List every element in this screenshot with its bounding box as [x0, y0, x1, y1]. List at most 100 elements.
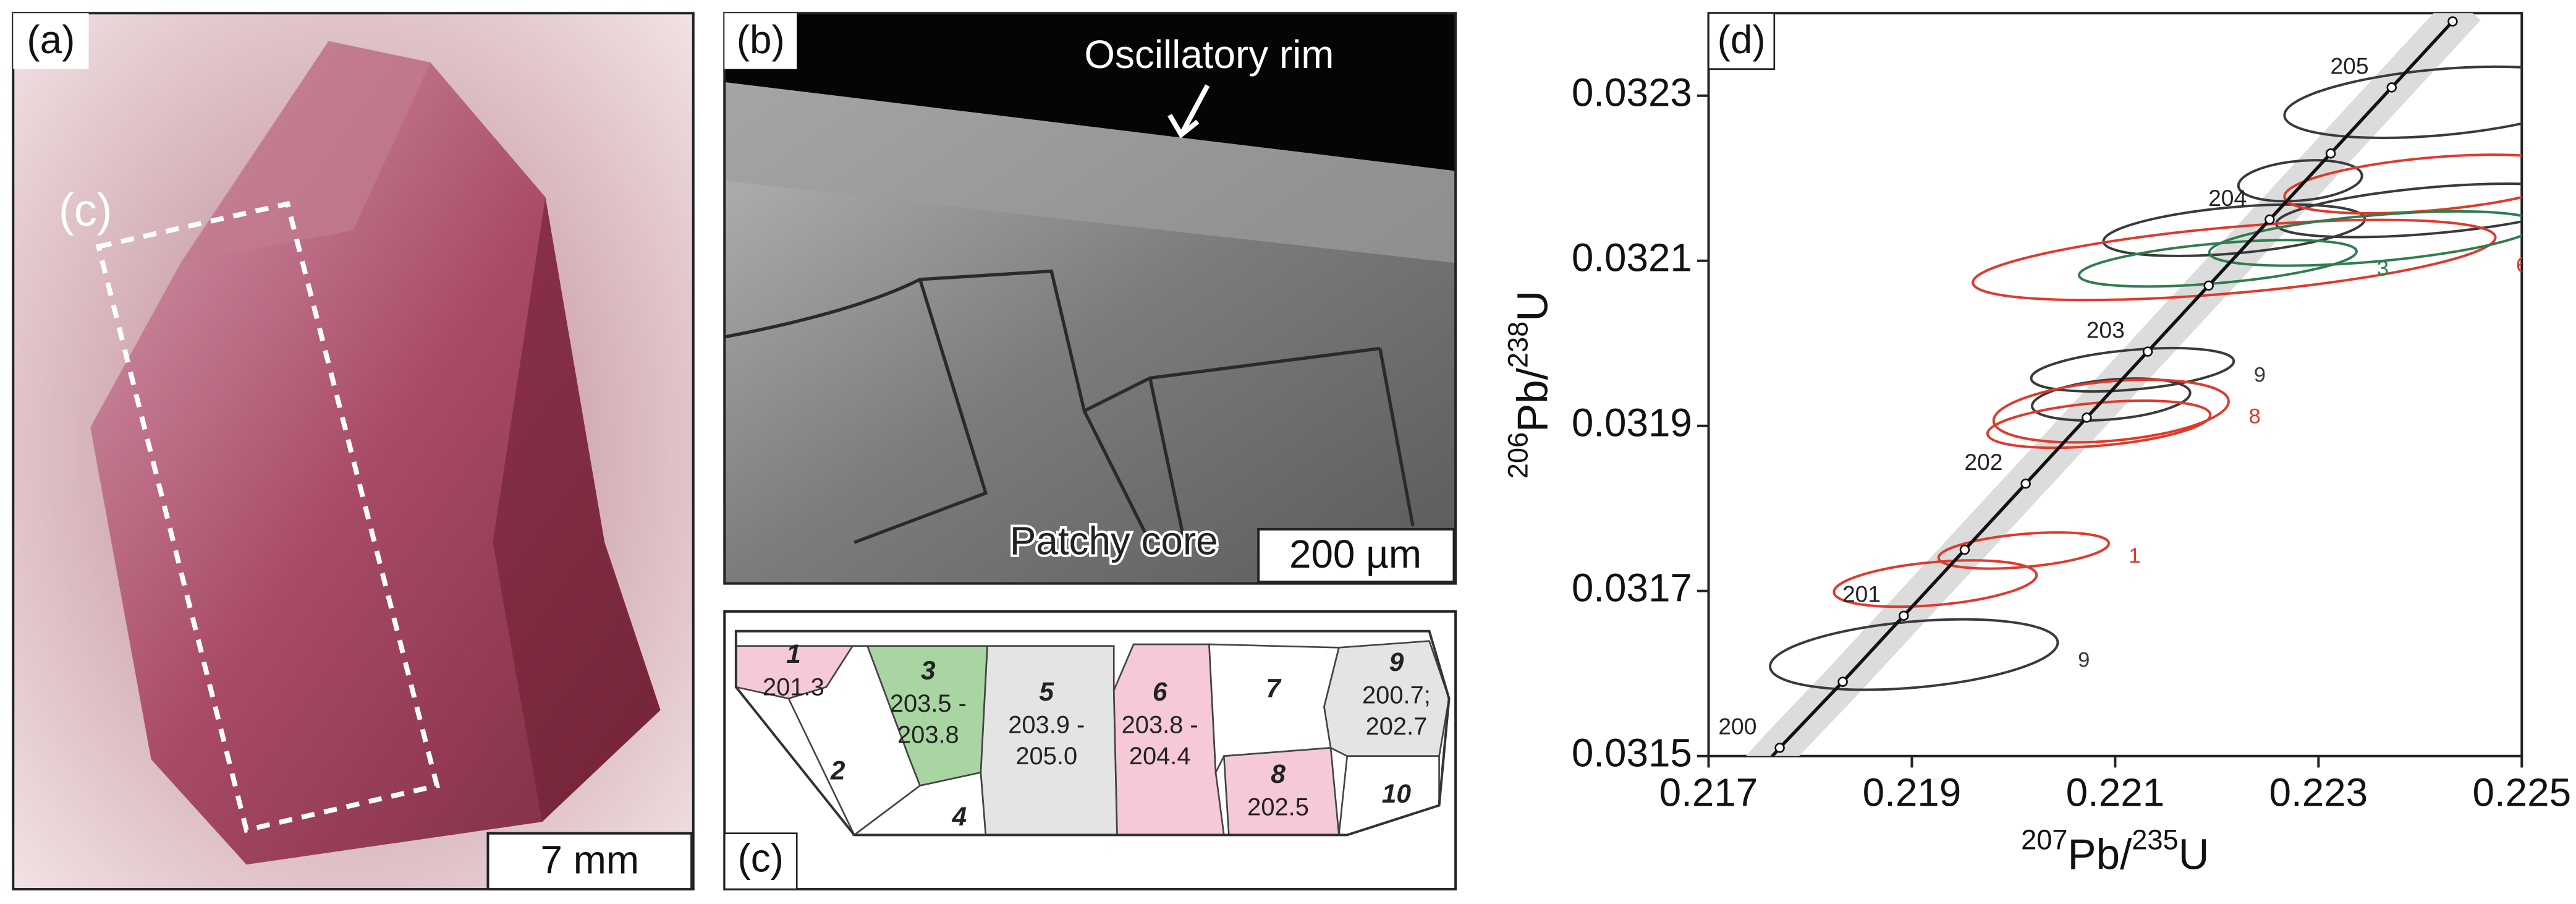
domain-id: 3 — [921, 655, 936, 685]
error-ellipse — [2237, 159, 2363, 203]
y-tick-label: 0.0321 — [1572, 236, 1692, 280]
crystal-facet — [493, 197, 661, 822]
axis-label-part: U — [1509, 291, 1557, 322]
domain — [1112, 643, 1225, 836]
domain — [980, 645, 1118, 836]
error-ellipse — [2283, 153, 2522, 215]
analysis-label: 9 — [2078, 648, 2090, 672]
age-label: 201 — [1842, 581, 1881, 607]
y-tick-label: 0.0317 — [1572, 566, 1692, 610]
error-ellipse — [2078, 239, 2358, 288]
domain-id: 5 — [1039, 677, 1054, 707]
y-tick-label: 0.0319 — [1572, 401, 1692, 445]
domain-age: 203.5 - — [890, 690, 967, 717]
x-tick-label: 0.223 — [2269, 770, 2368, 814]
age-marker — [1774, 743, 1785, 753]
domain-age: 203.9 - — [1008, 711, 1085, 738]
domain-id: 4 — [952, 802, 967, 832]
scale-bar-label: 200 µm — [1289, 532, 1421, 576]
scale-bar-label: 7 mm — [541, 837, 639, 882]
domain-age: 202.5 — [1247, 793, 1309, 821]
domain-id: 2 — [830, 756, 845, 786]
age-marker — [2020, 478, 2031, 489]
scale-box — [1257, 527, 1455, 583]
age-label: 205 — [2330, 53, 2368, 79]
axis-label-part: Pb/ — [1509, 367, 1557, 432]
xlabel-axis-label: 207Pb/235U — [2021, 824, 2209, 879]
error-ellipse — [2208, 210, 2522, 267]
age-marker — [2447, 16, 2458, 27]
age-marker — [2386, 82, 2397, 93]
label-box — [13, 13, 89, 69]
age-marker — [1899, 610, 1909, 621]
error-ellipse — [1832, 559, 2038, 608]
error-ellipse — [1992, 378, 2230, 444]
y-tick-label: 0.0315 — [1572, 731, 1692, 775]
x-tick-label: 0.219 — [1863, 770, 1962, 814]
age-label: 203 — [2087, 317, 2125, 343]
scale-box — [486, 832, 693, 891]
panel-b: (b) Oscillatory rim Patchy core 200 µm — [723, 12, 1457, 585]
x-tick-label: 0.225 — [2472, 770, 2571, 814]
domain-id: 1 — [786, 639, 801, 669]
age-label: 204 — [2208, 185, 2247, 211]
age-marker — [1837, 676, 1848, 687]
panel-c: (c) 1 201.3 2 3 203.5 - 203.8 4 5 203.9 - 205.0 6 2… — [723, 610, 1457, 891]
crystal-facet — [180, 41, 431, 263]
x-tick-label: 0.221 — [2066, 770, 2165, 814]
isotope-mass: 238 — [1502, 322, 1534, 368]
grain-outline — [734, 629, 1451, 837]
label-box — [723, 832, 798, 890]
domain-id: 9 — [1389, 647, 1404, 677]
error-ellipse — [2030, 377, 2192, 422]
panel-label: (b) — [737, 17, 785, 62]
domain-age: 202.7 — [1366, 713, 1428, 740]
domain-age: 204.4 — [1129, 743, 1191, 770]
domain-id: 10 — [1382, 779, 1412, 809]
age-marker — [2265, 214, 2275, 225]
error-ellipse — [1972, 218, 2497, 302]
rim-arrow — [1167, 84, 1210, 139]
plot-area: 9951863200201202203204205 — [1718, 13, 2528, 756]
analysis-label: 8 — [2248, 404, 2260, 428]
domain-id: 8 — [1271, 759, 1286, 789]
analysis-label: 9 — [2254, 364, 2266, 387]
age-marker — [2203, 280, 2214, 291]
panel-label: (d) — [1718, 17, 1766, 62]
age-label: 200 — [1718, 713, 1756, 739]
domain-age: 203.8 — [897, 721, 959, 748]
error-ellipse — [1986, 399, 2212, 450]
x-tick-label: 0.217 — [1659, 770, 1758, 814]
isotope-mass: 207 — [2021, 824, 2067, 856]
axis-label-part: U — [2179, 830, 2210, 879]
rim-label: Oscillatory rim — [1084, 32, 1334, 77]
age-marker — [2325, 148, 2336, 159]
domain-id: 6 — [1153, 677, 1167, 707]
age-label: 202 — [1964, 449, 2002, 475]
panel-d: 9951863200201202203204205 (d) 0.2170.219… — [1502, 12, 2571, 879]
age-marker — [2142, 346, 2153, 357]
panel-label: (c) — [738, 836, 784, 881]
sem-crack — [724, 269, 1415, 544]
panel-frame — [723, 12, 1457, 585]
analysis-label: 3 — [2377, 257, 2389, 281]
analysis-label: 6 — [2516, 254, 2528, 277]
ylabel-axis-label: 206Pb/238U — [1502, 291, 1557, 479]
age-marker — [2082, 412, 2092, 423]
error-ellipse — [2030, 347, 2235, 393]
panel-label: (a) — [27, 17, 75, 62]
sem-rim — [724, 82, 1456, 263]
isotope-mass: 206 — [1502, 432, 1534, 479]
axis-label-part: Pb/ — [2068, 830, 2133, 879]
error-ellipse — [2283, 65, 2522, 139]
age-marker — [1959, 544, 1970, 555]
domain-age: 200.7; — [1362, 682, 1431, 709]
error-ellipse — [1769, 618, 2059, 691]
analysis-label: 1 — [2129, 544, 2140, 568]
label-box — [1708, 12, 1776, 70]
label-box — [724, 13, 797, 69]
inset-outline — [95, 200, 440, 834]
panel-a: (a) (c) 7 mm — [12, 12, 695, 891]
